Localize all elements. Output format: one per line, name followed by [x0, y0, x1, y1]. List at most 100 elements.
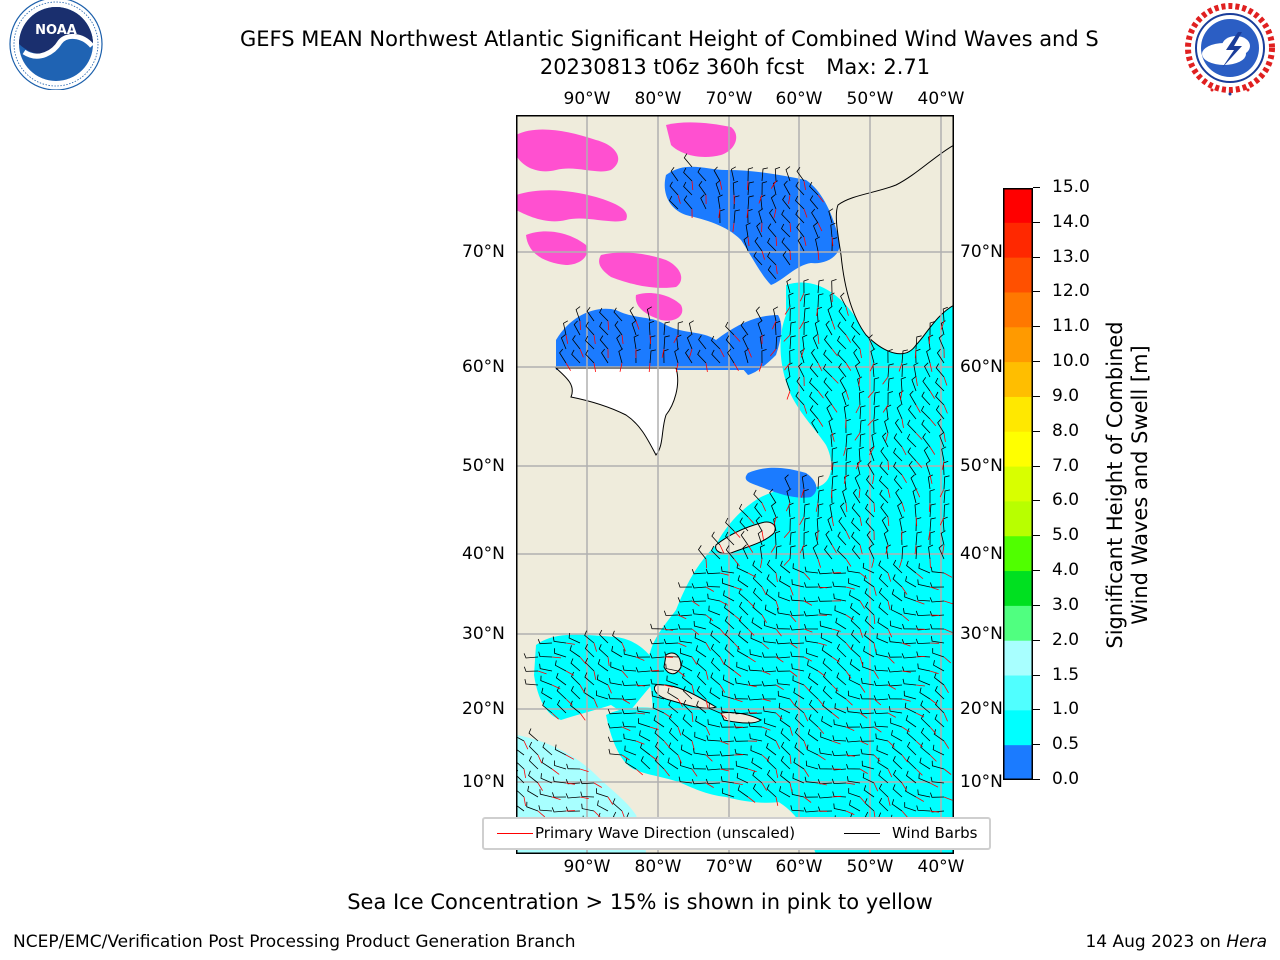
wind-barb	[851, 321, 861, 336]
wind-barb	[929, 517, 936, 532]
wind-barb	[705, 750, 721, 756]
wind-barb	[570, 686, 581, 700]
wind-barb	[613, 307, 623, 322]
wave-direction-arrow	[843, 474, 847, 484]
wind-barb	[880, 503, 889, 518]
wind-barb	[933, 660, 945, 672]
wind-barb	[692, 763, 707, 770]
wind-barb	[785, 166, 791, 182]
wind-barb	[680, 744, 693, 756]
wave-direction-arrow	[775, 656, 784, 663]
wind-barb	[601, 348, 609, 364]
wind-barb	[782, 250, 791, 266]
wave-direction-arrow	[747, 348, 752, 358]
colorbar-swatch	[1003, 501, 1033, 537]
wave-direction-arrow	[928, 502, 931, 513]
wave-direction-arrow	[915, 572, 924, 580]
wave-direction-arrow	[941, 460, 945, 470]
wave-direction-arrow	[815, 502, 819, 512]
colorbar-tick-label: 8.0	[1052, 420, 1080, 441]
wind-barb	[919, 757, 931, 770]
wind-barb	[685, 348, 693, 364]
wind-barb	[571, 671, 581, 686]
wind-barb	[711, 335, 721, 350]
wind-barb	[579, 778, 595, 785]
lat-label: 40°N	[462, 544, 505, 564]
wave-direction-arrow	[817, 726, 825, 735]
wave-direction-arrow	[803, 740, 808, 750]
wind-barb	[878, 573, 889, 588]
wind-barb	[763, 620, 777, 630]
lon-label: 70°W	[705, 857, 753, 877]
wind-barb	[725, 531, 735, 546]
wind-barb	[723, 590, 735, 602]
wind-barbs-legend-line	[844, 833, 880, 834]
wind-barb	[753, 251, 763, 266]
colorbar-tick	[1033, 535, 1040, 537]
wave-direction-arrow	[705, 698, 709, 708]
wave-direction-arrow	[719, 656, 725, 666]
wind-barb	[649, 335, 656, 350]
wave-direction-arrow	[929, 670, 939, 674]
wind-barb	[681, 729, 693, 742]
wind-barb	[789, 307, 796, 322]
wave-direction-arrow	[537, 670, 547, 675]
wind-barb	[873, 405, 880, 420]
wind-barb	[780, 756, 791, 770]
wave-direction-arrow	[607, 320, 610, 331]
wind-barb	[859, 419, 866, 434]
hudson-strait	[716, 315, 782, 375]
wave-direction-arrow	[831, 712, 840, 719]
wind-barb	[817, 503, 824, 518]
wind-barb	[585, 657, 595, 672]
colorbar-tick-label: 12.0	[1052, 281, 1090, 302]
wind-barb	[815, 236, 821, 252]
wave-direction-arrow	[747, 796, 756, 803]
wind-barb	[928, 334, 934, 350]
wave-direction-arrow	[775, 236, 778, 247]
wind-barb	[803, 321, 810, 336]
wind-barb	[855, 362, 861, 378]
colorbar-tick-label: 0.0	[1052, 769, 1080, 789]
wind-barb	[585, 335, 595, 350]
wave-direction-arrow	[537, 782, 543, 791]
wind-barb	[792, 773, 805, 784]
wind-barb	[742, 544, 749, 560]
wind-barb	[789, 335, 796, 350]
wave-direction-arrow	[887, 796, 891, 806]
wave-direction-legend-label: Primary Wave Direction (unscaled)	[535, 824, 796, 842]
wave-direction-arrow	[783, 558, 791, 566]
wind-barb	[813, 222, 819, 238]
wave-direction-arrow	[901, 782, 908, 791]
wave-direction-arrow	[800, 348, 805, 358]
wind-barb	[837, 349, 847, 364]
wave-direction-arrow	[845, 586, 855, 590]
wind-barb	[817, 596, 833, 602]
wind-barb	[925, 460, 931, 476]
wind-barb	[554, 660, 567, 672]
wave-direction-arrow	[873, 642, 877, 652]
wave-direction-arrow	[785, 502, 791, 512]
wind-barb	[616, 334, 623, 350]
wind-barb	[865, 517, 875, 532]
wave-direction-arrow	[621, 642, 626, 652]
wind-barb	[722, 578, 735, 588]
wind-barb	[740, 530, 749, 546]
wind-barb	[713, 166, 721, 182]
wave-direction-arrow	[943, 684, 949, 693]
wind-barb	[739, 503, 749, 518]
colorbar-tick	[1033, 604, 1040, 606]
wind-barb	[887, 667, 903, 673]
wind-barb	[911, 376, 917, 392]
wind-barb	[621, 680, 637, 686]
lat-label: 50°N	[960, 456, 1003, 476]
wave-direction-arrow	[915, 656, 926, 658]
wind-barb	[596, 690, 609, 700]
wave-direction-arrow	[929, 390, 936, 399]
lon-label: 90°W	[563, 857, 611, 877]
wind-barb	[823, 671, 833, 686]
wind-barb	[812, 334, 819, 350]
wave-direction-arrow	[775, 264, 778, 274]
wave-direction-arrow	[705, 670, 709, 680]
wind-barb	[803, 503, 810, 518]
